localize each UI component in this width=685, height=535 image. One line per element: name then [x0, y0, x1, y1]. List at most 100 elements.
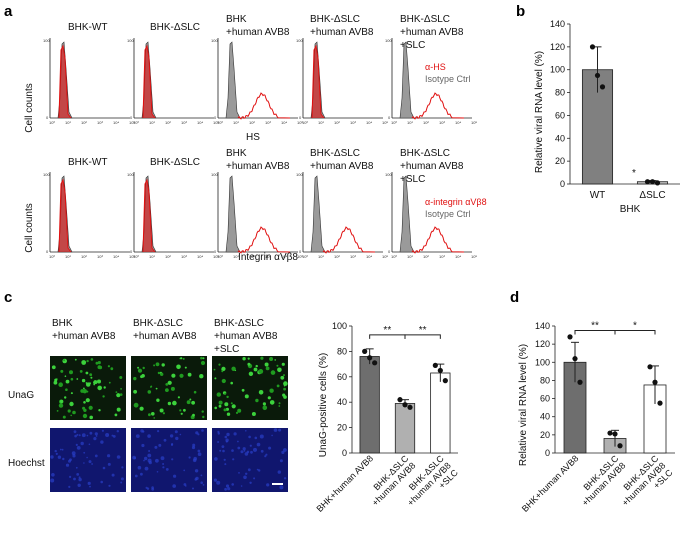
unag-cell [58, 403, 64, 408]
data-point [437, 367, 443, 374]
hoechst-nucleus [243, 475, 247, 480]
hoechst-nucleus [69, 475, 72, 478]
significance-label: ** [591, 321, 599, 332]
hoechst-nucleus [174, 430, 178, 434]
hoechst-nucleus [195, 431, 199, 435]
xtick-label: 10² [81, 254, 87, 259]
unag-cell [64, 375, 67, 378]
ytick-min: 0 [388, 115, 391, 120]
y-tick-label: 0 [560, 179, 565, 189]
bar [430, 372, 451, 454]
y-tick-label: 80 [337, 346, 347, 356]
ytick-min: 0 [388, 249, 391, 254]
unag-cell [116, 407, 121, 412]
y-tick-label: 60 [555, 110, 565, 120]
unag-cell [200, 356, 203, 360]
xtick-label: 10³ [97, 254, 103, 259]
hoechst-nucleus [71, 451, 76, 456]
data-point [367, 355, 373, 361]
title2-bhk-wt: BHK-WT [68, 157, 107, 168]
hoechst-nucleus [89, 431, 93, 435]
ytick-max: 100 [385, 38, 392, 43]
y-tick-label: 0 [342, 448, 347, 458]
unag-cell [70, 392, 73, 395]
unag-cell [248, 371, 254, 376]
unag-cell [247, 362, 251, 366]
c-title-1a: BHK [52, 318, 73, 329]
unag-cell [167, 401, 172, 406]
xtick-label: 10¹ [407, 120, 413, 125]
hoechst-nucleus [163, 438, 167, 442]
hoechst-nucleus [224, 487, 228, 491]
unag-cell [189, 398, 192, 401]
unag-cell [62, 358, 67, 364]
hoechst-nucleus [224, 435, 228, 439]
title2-bhk-dslc: BHK-ΔSLC [150, 157, 200, 168]
significance-label: ** [383, 325, 391, 336]
hoechst-nucleus [80, 441, 84, 446]
data-point [599, 84, 606, 90]
hoechst-nucleus [107, 462, 111, 466]
hoechst-nucleus [222, 449, 225, 453]
y-tick-label: 20 [540, 430, 550, 440]
hoechst-nucleus [105, 433, 110, 437]
data-point [654, 180, 661, 186]
y-tick-label: 40 [337, 397, 347, 407]
hoechst-nucleus [217, 441, 220, 443]
unag-cell [192, 413, 195, 417]
antibody-peak-overlap [58, 44, 72, 119]
row1-legend-iso: Isotype Ctrl [425, 74, 471, 84]
hoechst-nucleus [111, 434, 114, 437]
title2-bhk-dslc-2: BHK-ΔSLC [310, 148, 360, 159]
unag-cell [102, 395, 105, 398]
xtick-label: 10⁰ [217, 254, 223, 259]
hoechst-nucleus [73, 430, 77, 434]
unag-cell [179, 409, 182, 412]
hoechst-nucleus [120, 477, 124, 481]
unag-cell [82, 413, 88, 419]
row2-legend-ab: α-integrin αVβ8 [425, 197, 487, 207]
antibody-peak-shifted [411, 92, 465, 120]
xtick-label: 10¹ [65, 120, 71, 125]
hoechst-nucleus [102, 466, 106, 470]
unag-cell [59, 399, 64, 404]
xtick-label: 10⁴ [197, 254, 203, 259]
unag-cell [93, 383, 96, 386]
unag-cell [155, 387, 158, 390]
unag-cell [180, 357, 183, 360]
hoechst-nucleus [62, 457, 65, 461]
hoechst-nucleus [242, 447, 246, 451]
panel-a-row2-titles: BHK-WT BHK-ΔSLC BHK +human AVB8 BHK-ΔSLC… [68, 148, 464, 185]
unag-cell [97, 379, 101, 384]
c-title-3c: +SLC [214, 344, 239, 355]
unag-cell [218, 363, 221, 366]
isotype-peak [225, 41, 241, 119]
data-point [594, 72, 601, 79]
data-point [644, 179, 651, 185]
hoechst-nucleus [200, 474, 203, 477]
antibody-peak-overlap [311, 44, 325, 119]
hoechst-nucleus [216, 480, 221, 485]
hoechst-nucleus [57, 455, 62, 459]
xtick-label: 10⁴ [366, 254, 372, 259]
unag-cell [133, 376, 137, 381]
hoechst-nucleus [112, 435, 116, 438]
xtick-label: 10⁴ [281, 254, 287, 259]
unag-cell [97, 365, 102, 370]
xtick-label: 10⁴ [281, 120, 287, 125]
y-tick-label: 60 [540, 394, 550, 404]
unag-cell [147, 390, 152, 394]
panel-a-row1-titles: BHK-WT BHK-ΔSLC BHK +human AVB8 BHK-ΔSLC… [68, 14, 464, 51]
hoechst-nucleus [76, 446, 81, 450]
xtick-label: 10⁰ [391, 254, 397, 259]
hoechst-nucleus [191, 445, 196, 450]
unag-cell [244, 394, 249, 399]
unag-cell [83, 408, 87, 412]
unag-cell [86, 382, 91, 387]
hoechst-nucleus [75, 466, 78, 469]
hoechst-nucleus [278, 428, 282, 432]
c-title-3b: +human AVB8 [214, 331, 278, 342]
hoechst-nucleus [171, 444, 173, 446]
hoechst-nucleus [237, 446, 241, 450]
